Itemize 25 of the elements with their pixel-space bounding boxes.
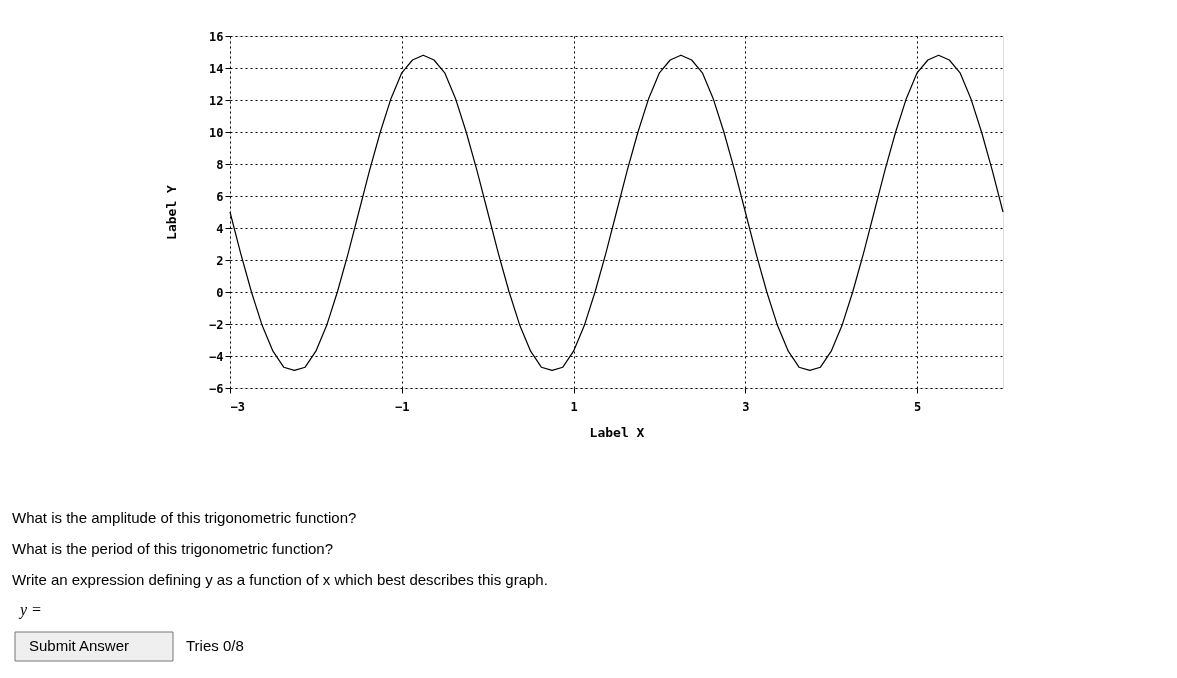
y-tick-label: 12	[209, 93, 224, 108]
y-tick-label: 14	[209, 61, 224, 76]
text: Submit Answer	[29, 637, 130, 654]
text: Write an expression defining y as a function of x which best describes this graph.	[12, 571, 548, 588]
y-tick-label: −2	[209, 317, 224, 332]
text: Tries 0/8	[186, 637, 244, 654]
x-tick-label: 3	[742, 399, 750, 414]
y-tick-label: 16	[209, 29, 224, 44]
y-tick-label: 2	[216, 253, 224, 268]
y-tick-label: −4	[209, 349, 224, 364]
x-tick-label: 5	[913, 399, 922, 414]
y-tick-label: 6	[216, 189, 224, 204]
x-axis-title: Label X	[589, 424, 645, 440]
text: y =	[18, 601, 42, 619]
y-tick-label: −6	[209, 381, 224, 396]
x-tick-label: −3	[230, 399, 245, 414]
text: What is the period of this trigonometric function?	[12, 540, 333, 557]
y-axis-title: Label Y	[164, 184, 180, 240]
y-tick-label: 0	[216, 285, 224, 300]
x-tick-label: 1	[570, 399, 578, 414]
y-tick-label: 4	[216, 221, 224, 236]
x-tick-label: −1	[395, 399, 410, 414]
y-tick-label: 10	[209, 125, 224, 140]
y-tick-label: 8	[216, 157, 224, 172]
text: What is the amplitude of this trigonometric function?	[12, 509, 357, 526]
